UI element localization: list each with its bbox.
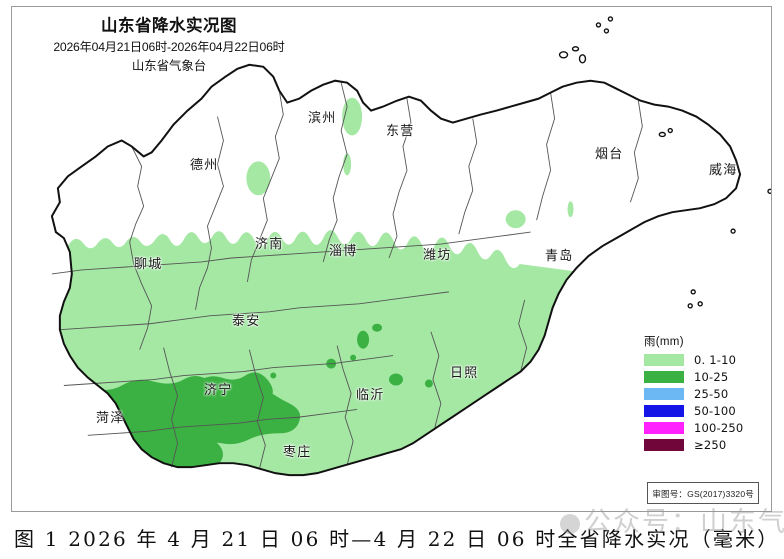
- city-label-1: 滨州: [308, 111, 337, 126]
- map-frame: 山东省降水实况图 2026年04月21日06时-2026年04月22日06时 山…: [11, 6, 772, 512]
- legend-row-5: ≥250: [644, 437, 743, 452]
- offshore-islands: [558, 16, 771, 309]
- prefecture-boundaries: [51, 82, 643, 470]
- legend-label-0: 0. 1-10: [694, 352, 737, 367]
- city-label-7: 淄博: [329, 244, 358, 259]
- city-label-11: 济宁: [204, 383, 233, 398]
- legend-label-5: ≥250: [694, 437, 727, 452]
- legend-label-4: 100-250: [694, 420, 744, 435]
- city-label-9: 青岛: [545, 249, 574, 264]
- city-label-14: 日照: [450, 366, 479, 381]
- legend-label-1: 10-25: [694, 369, 729, 384]
- city-label-5: 聊城: [134, 257, 163, 272]
- legend-title: 雨(mm): [644, 336, 684, 348]
- legend: 雨(mm) 0. 1-10 10-25 25-50 50-100 100-250 ≥250: [644, 333, 743, 454]
- city-label-10: 泰安: [232, 314, 261, 329]
- city-label-13: 临沂: [356, 388, 385, 403]
- legend-swatch-5: [644, 438, 684, 451]
- rain-patches-southeast: [270, 323, 433, 388]
- city-label-15: 枣庄: [283, 445, 312, 460]
- legend-row-2: 25-50: [644, 386, 743, 401]
- city-label-4: 威海: [709, 163, 738, 178]
- figure-caption-text: 图 1 2026 年 4 月 21 日 06 时—4 月 22 日 06 时全省…: [14, 526, 780, 551]
- legend-row-3: 50-100: [644, 403, 743, 418]
- legend-label-2: 25-50: [694, 386, 729, 401]
- city-label-2: 东营: [386, 124, 415, 139]
- shandong-precipitation-map: [50, 16, 771, 477]
- city-label-8: 潍坊: [423, 248, 452, 263]
- legend-row-0: 0. 1-10: [644, 352, 743, 367]
- city-label-3: 烟台: [595, 147, 624, 162]
- city-label-12: 菏泽: [96, 411, 125, 426]
- province-border: [50, 63, 742, 477]
- legend-swatch-0: [644, 353, 684, 366]
- legend-items: 0. 1-10 10-25 25-50 50-100 100-250 ≥250: [644, 352, 743, 452]
- legend-swatch-1: [644, 370, 684, 383]
- figure-caption: 图 1 2026 年 4 月 21 日 06 时—4 月 22 日 06 时全省…: [0, 515, 784, 559]
- map-review-number-box: 审图号：GS(2017)3320号: [647, 482, 759, 504]
- legend-label-3: 50-100: [694, 403, 736, 418]
- legend-row-4: 100-250: [644, 420, 743, 435]
- city-label-0: 德州: [190, 158, 219, 173]
- legend-row-1: 10-25: [644, 369, 743, 384]
- legend-swatch-3: [644, 404, 684, 417]
- legend-swatch-2: [644, 387, 684, 400]
- legend-swatch-4: [644, 421, 684, 434]
- city-label-6: 济南: [255, 237, 284, 252]
- map-review-number: 审图号：GS(2017)3320号: [652, 489, 754, 499]
